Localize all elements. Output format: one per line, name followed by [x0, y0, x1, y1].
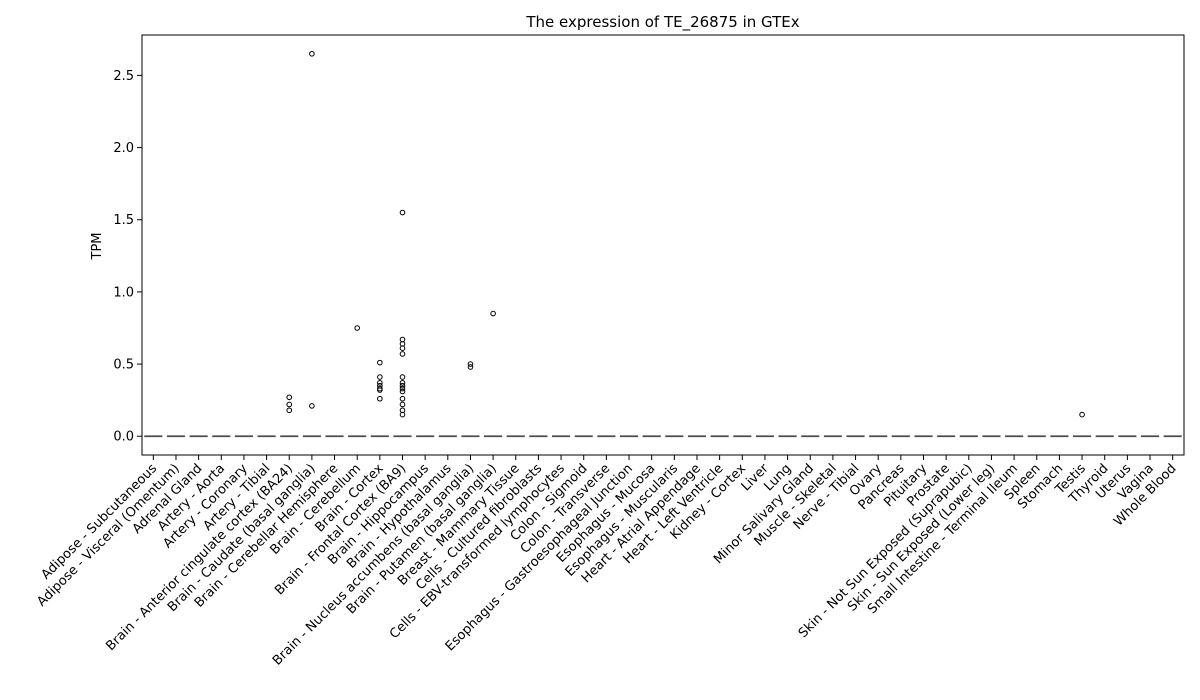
outlier-point	[467, 364, 474, 370]
y-tick-label: 2.5	[113, 69, 134, 84]
outlier-point	[377, 374, 383, 380]
y-tick-label: 1.0	[113, 285, 134, 300]
chart-title: The expression of TE_26875 in GTEx	[525, 13, 799, 32]
y-tick-label: 2.0	[113, 141, 134, 156]
outlier-point	[399, 401, 406, 408]
outlier-point	[399, 395, 406, 402]
outlier-point	[377, 380, 383, 386]
outlier-point	[309, 50, 315, 57]
outlier-point	[399, 345, 406, 351]
outlier-point	[399, 385, 406, 392]
outlier-point	[399, 209, 406, 216]
outlier-point	[399, 382, 406, 389]
y-axis-label: TPM	[90, 233, 105, 261]
outlier-point	[309, 403, 315, 409]
outlier-point	[399, 380, 406, 386]
outlier-point	[377, 359, 383, 366]
outlier-point	[377, 387, 383, 393]
outlier-point	[286, 407, 293, 414]
outlier-point	[399, 388, 406, 395]
outlier-point	[286, 401, 293, 408]
y-tick-label: 0.5	[113, 358, 134, 373]
y-tick-label: 0.0	[113, 430, 134, 445]
plot-frame	[141, 34, 1185, 456]
outlier-point	[467, 361, 474, 367]
outlier-point	[399, 411, 406, 418]
outlier-point	[286, 394, 293, 401]
outlier-point	[377, 395, 383, 402]
outlier-point	[1079, 411, 1085, 418]
outlier-point	[354, 325, 360, 331]
outlier-point	[399, 374, 406, 380]
y-tick-label: 1.5	[113, 213, 134, 228]
outlier-point	[490, 310, 496, 317]
outlier-point	[399, 351, 406, 357]
